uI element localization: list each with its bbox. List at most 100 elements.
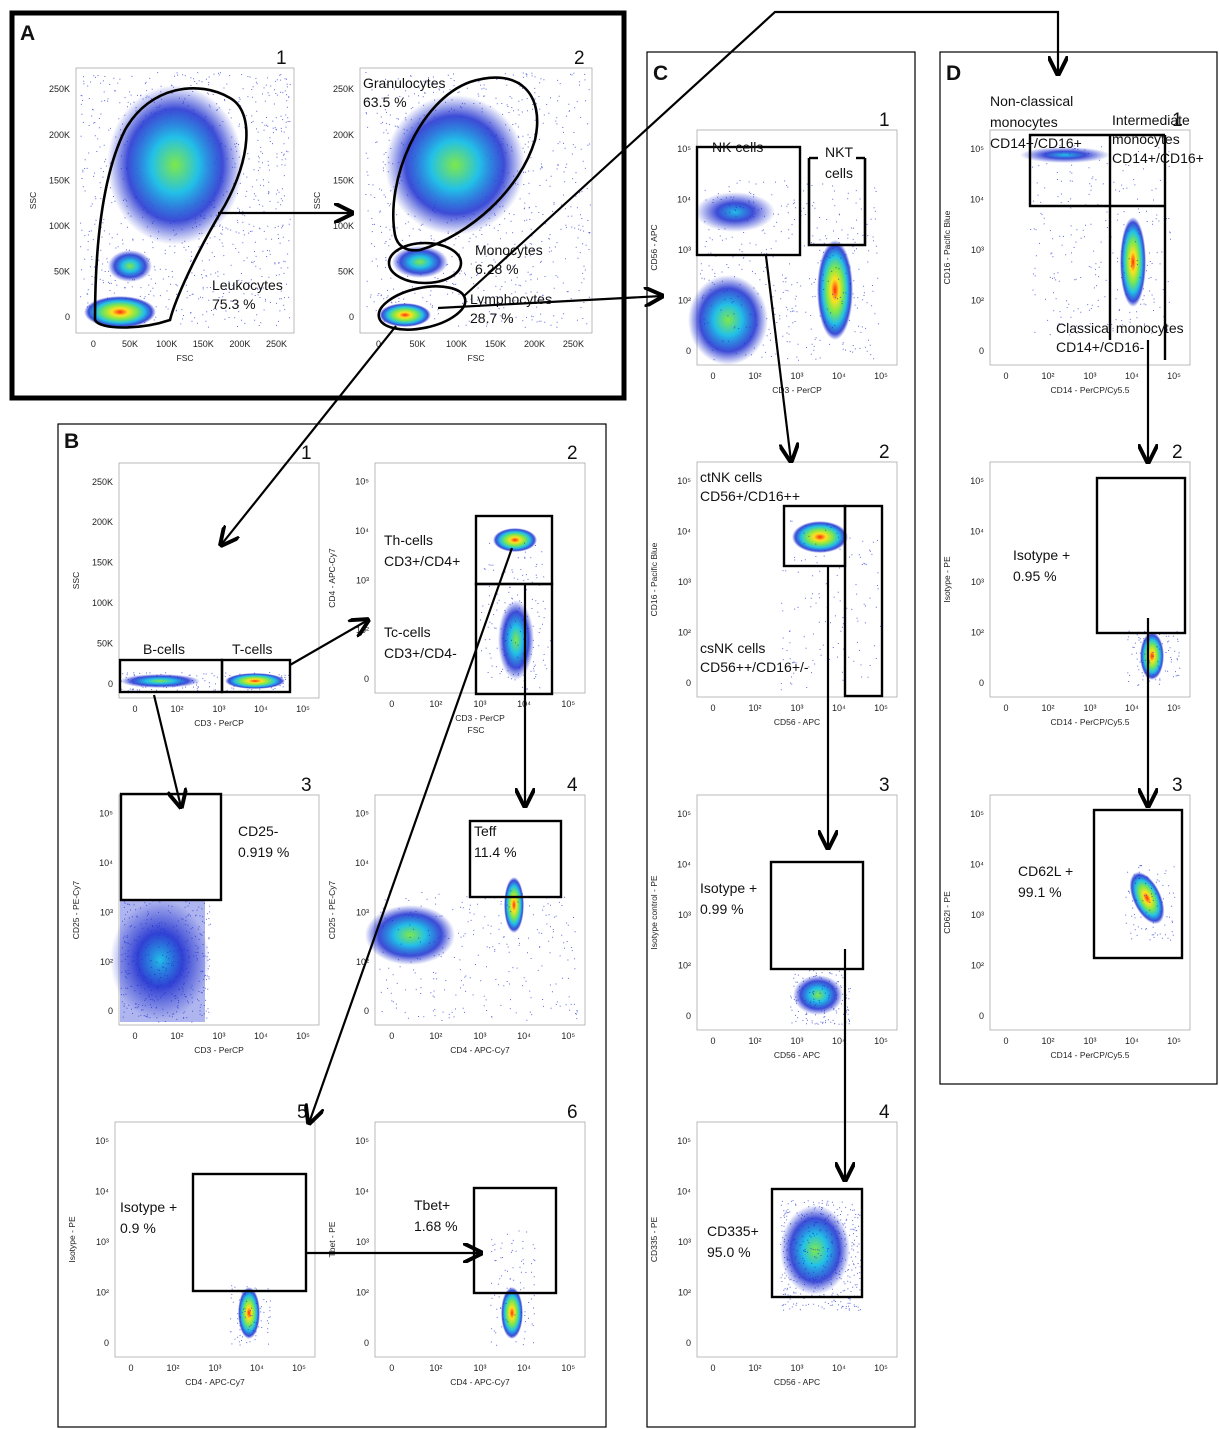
y-axis-label: Isotype - PE	[942, 556, 952, 603]
y-tick-label: 0	[686, 1338, 691, 1348]
plot-frame	[114, 1121, 316, 1358]
x-tick-label: 10³	[790, 371, 803, 381]
y-tick-label: 10²	[356, 957, 369, 967]
gate-rect	[1092, 808, 1184, 960]
y-tick-label: 10⁴	[99, 858, 113, 868]
gate-rect	[191, 1172, 308, 1293]
y-tick-label: 10²	[678, 1287, 691, 1297]
gate-label-isotype-c: Isotype +0.99 %	[700, 880, 757, 917]
x-tick-label: 10³	[1083, 703, 1096, 713]
event-dots	[379, 890, 578, 1021]
y-tick-label: 0	[979, 678, 984, 688]
gate-label-nonclassical: Non-classical monocytes CD14+/CD16+	[990, 93, 1082, 151]
y-tick-label: 250K	[92, 477, 113, 487]
x-axis-label: CD56 - APC	[774, 1377, 820, 1387]
gate-label-teff: Teff 11.4 %	[474, 823, 517, 860]
gate-outline	[807, 158, 867, 247]
x-tick-label: 10⁵	[561, 699, 575, 709]
plot-frame	[374, 462, 586, 694]
plot-number: 6	[567, 1102, 578, 1123]
gate-label-cd25: CD25-0.919 %	[238, 823, 289, 860]
x-tick-label: 10⁴	[832, 1363, 846, 1373]
y-tick-label: 0	[65, 312, 70, 322]
x-tick-label: 10⁴	[1125, 1036, 1139, 1046]
y-tick-label: 0	[104, 1338, 109, 1348]
section-letter-d: D	[946, 62, 961, 85]
y-axis-label: Isotype - PE	[67, 1216, 77, 1263]
plot-number: 3	[301, 775, 312, 796]
plot-number: 1	[1172, 110, 1183, 131]
isotype-d-cloud	[1140, 632, 1164, 680]
y-tick-label: 10⁵	[355, 476, 369, 486]
x-tick-label: 0	[710, 371, 715, 381]
ctnk-cloud	[792, 521, 848, 553]
x-tick-label: 10²	[1041, 1036, 1054, 1046]
y-tick-label: 250K	[49, 84, 70, 94]
section-d-frame	[939, 51, 1218, 1085]
y-tick-label: 10⁵	[677, 809, 691, 819]
gate-outline	[387, 241, 463, 285]
x-tick-label: 10⁵	[296, 704, 310, 714]
y-tick-label: 0	[686, 678, 691, 688]
y-tick-label: 0	[108, 679, 113, 689]
arrow-th-to-b5	[309, 547, 514, 1123]
plot-d2: 2 0 10² 10³ 10⁴ 10⁵ 0 10² 10³ 10⁴ 10⁵ CD14 - PerCP/…	[942, 442, 1191, 727]
plot-c2: 2 0 10² 10³ 10⁴ 10⁵ 0 10² 10³ 10⁴ 10⁵ CD56 - APC CD1…	[649, 442, 898, 727]
gate-rect	[769, 860, 865, 971]
isotype-cloud	[238, 1287, 260, 1339]
gate-outline	[392, 76, 539, 252]
section-letter-b: B	[64, 430, 79, 453]
y-tick-label: 200K	[333, 130, 354, 140]
x-tick-label: 10⁴	[832, 703, 846, 713]
gate-label-cd62l: CD62L +99.1 %	[1018, 863, 1073, 900]
x-tick-label: 10⁴	[517, 1363, 531, 1373]
x-tick-label: 0	[376, 339, 381, 349]
x-tick-label: 10⁴	[254, 704, 268, 714]
x-tick-label: 10⁵	[874, 703, 888, 713]
nk-cloud	[695, 192, 775, 232]
y-axis-label: SSC	[28, 192, 38, 209]
plot-a2: 2 0 50K 100K 150K 200K 250K 0 50K 100K 150K 200K 250…	[312, 48, 593, 363]
y-tick-label: 50K	[54, 267, 70, 277]
x-tick-label: 10⁵	[1167, 371, 1181, 381]
section-letter-a: A	[20, 22, 35, 45]
gate-outline	[93, 86, 248, 329]
y-tick-label: 10⁴	[677, 526, 691, 536]
y-tick-label: 50K	[338, 267, 354, 277]
gate-label-b-cells: B-cells	[143, 641, 185, 657]
cd56-neg-cloud	[688, 275, 768, 365]
gate-rect	[1095, 476, 1187, 635]
b-cell-cloud	[120, 674, 200, 688]
plot-number: 1	[301, 443, 312, 464]
gate-label-tbet: Tbet+ 1.68 %	[414, 1197, 458, 1234]
y-tick-label: 10⁴	[355, 858, 369, 868]
x-tick-label: 10³	[1083, 371, 1096, 381]
gate-rect	[468, 819, 563, 899]
monocyte-cloud	[392, 246, 448, 278]
x-axis-label: CD14 - PerCP/Cy5.5	[1051, 385, 1130, 395]
x-tick-label: 0	[128, 1363, 133, 1373]
t-cell-cloud	[225, 673, 285, 689]
y-tick-label: 10³	[971, 910, 984, 920]
y-axis-label: Isotype control - PE	[649, 875, 659, 950]
plot-number: 1	[276, 48, 287, 69]
y-tick-label: 10³	[100, 907, 113, 917]
gate-label-classical: Classical monocytes CD14+/CD16-	[1056, 320, 1184, 355]
y-tick-label: 0	[349, 312, 354, 322]
y-tick-label: 10⁴	[970, 526, 984, 536]
y-axis-label: CD62l - PE	[942, 891, 952, 934]
y-tick-label: 100K	[92, 598, 113, 608]
y-tick-label: 10³	[96, 1237, 109, 1247]
isotype-c-cloud	[793, 975, 843, 1015]
plot-d1: 1 0 10² 10³ 10⁴ 10⁵ 0 10² 10³ 10⁴ 10⁵ CD14 - PerCP/…	[942, 93, 1204, 395]
x-tick-label: 10³	[473, 1363, 486, 1373]
y-tick-label: 150K	[333, 175, 354, 185]
x-tick-label: 10⁴	[832, 371, 846, 381]
y-tick-label: 0	[364, 674, 369, 684]
y-tick-label: 0	[686, 1011, 691, 1021]
x-tick-label: 10³	[1083, 1036, 1096, 1046]
x-tick-label: 0	[132, 1031, 137, 1041]
x-tick-label: 50K	[410, 339, 426, 349]
arrow-lymphocytes-to-b	[221, 325, 397, 545]
